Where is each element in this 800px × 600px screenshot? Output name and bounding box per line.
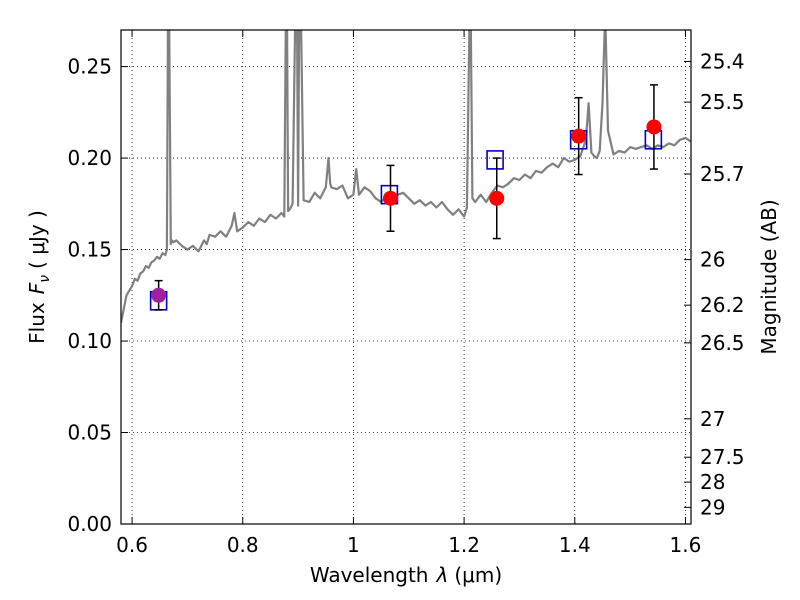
x-tick-label: 1	[347, 533, 360, 557]
y-tick-label: 0.05	[67, 421, 112, 445]
x-axis-title: Wavelength λ (μm)	[310, 563, 502, 587]
mag-tick-label: 28	[700, 470, 725, 494]
y-tick-label: 0.15	[67, 238, 112, 262]
errorbar-series	[154, 84, 658, 311]
mag-tick-label: 26.2	[700, 293, 745, 317]
y-tick-label: 0.25	[67, 55, 112, 79]
observed-photometry-point	[489, 190, 505, 206]
mag-tick-label: 29	[700, 495, 725, 519]
y-axis-ticks: 0.00 0.05 0.10 0.15 0.20 0.25	[67, 55, 128, 536]
x-tick-label: 1.2	[448, 533, 480, 557]
observed-photometry-point	[646, 119, 662, 135]
mag-tick-label: 27.5	[700, 445, 745, 469]
x-tick-label: 1.6	[670, 533, 702, 557]
x-tick-label: 1.4	[559, 533, 591, 557]
mag-tick-label: 25.5	[700, 90, 745, 114]
observed-photometry-series	[151, 119, 662, 303]
y2-axis-title: Magnitude (AB)	[757, 199, 781, 354]
grid-lines	[121, 30, 691, 525]
observed-photometry-point	[383, 190, 399, 206]
model-photometry-series	[149, 129, 663, 311]
y-tick-label: 0.00	[67, 512, 112, 536]
mag-tick-label: 27	[700, 407, 725, 431]
x-tick-label: 0.6	[116, 533, 148, 557]
model-photometry-square	[486, 150, 504, 170]
y-tick-label: 0.20	[67, 146, 112, 170]
plot-frame	[120, 29, 692, 525]
spectrum-series	[121, 30, 691, 323]
mag-tick-label: 26.5	[700, 331, 745, 355]
mag-tick-label: 26	[700, 248, 725, 272]
mag-tick-label: 25.7	[700, 162, 745, 186]
y-tick-label: 0.10	[67, 329, 112, 353]
y-axis-title: FluxFν( μJy )	[25, 210, 53, 344]
x-tick-label: 0.8	[227, 533, 259, 557]
observed-photometry-point	[571, 128, 587, 144]
x-axis-ticks: 0.6 0.8 1 1.2 1.4 1.6	[116, 30, 701, 557]
observed-photometry-point	[151, 287, 167, 303]
mag-tick-label: 25.4	[700, 49, 745, 73]
spectrum-line	[121, 30, 691, 323]
